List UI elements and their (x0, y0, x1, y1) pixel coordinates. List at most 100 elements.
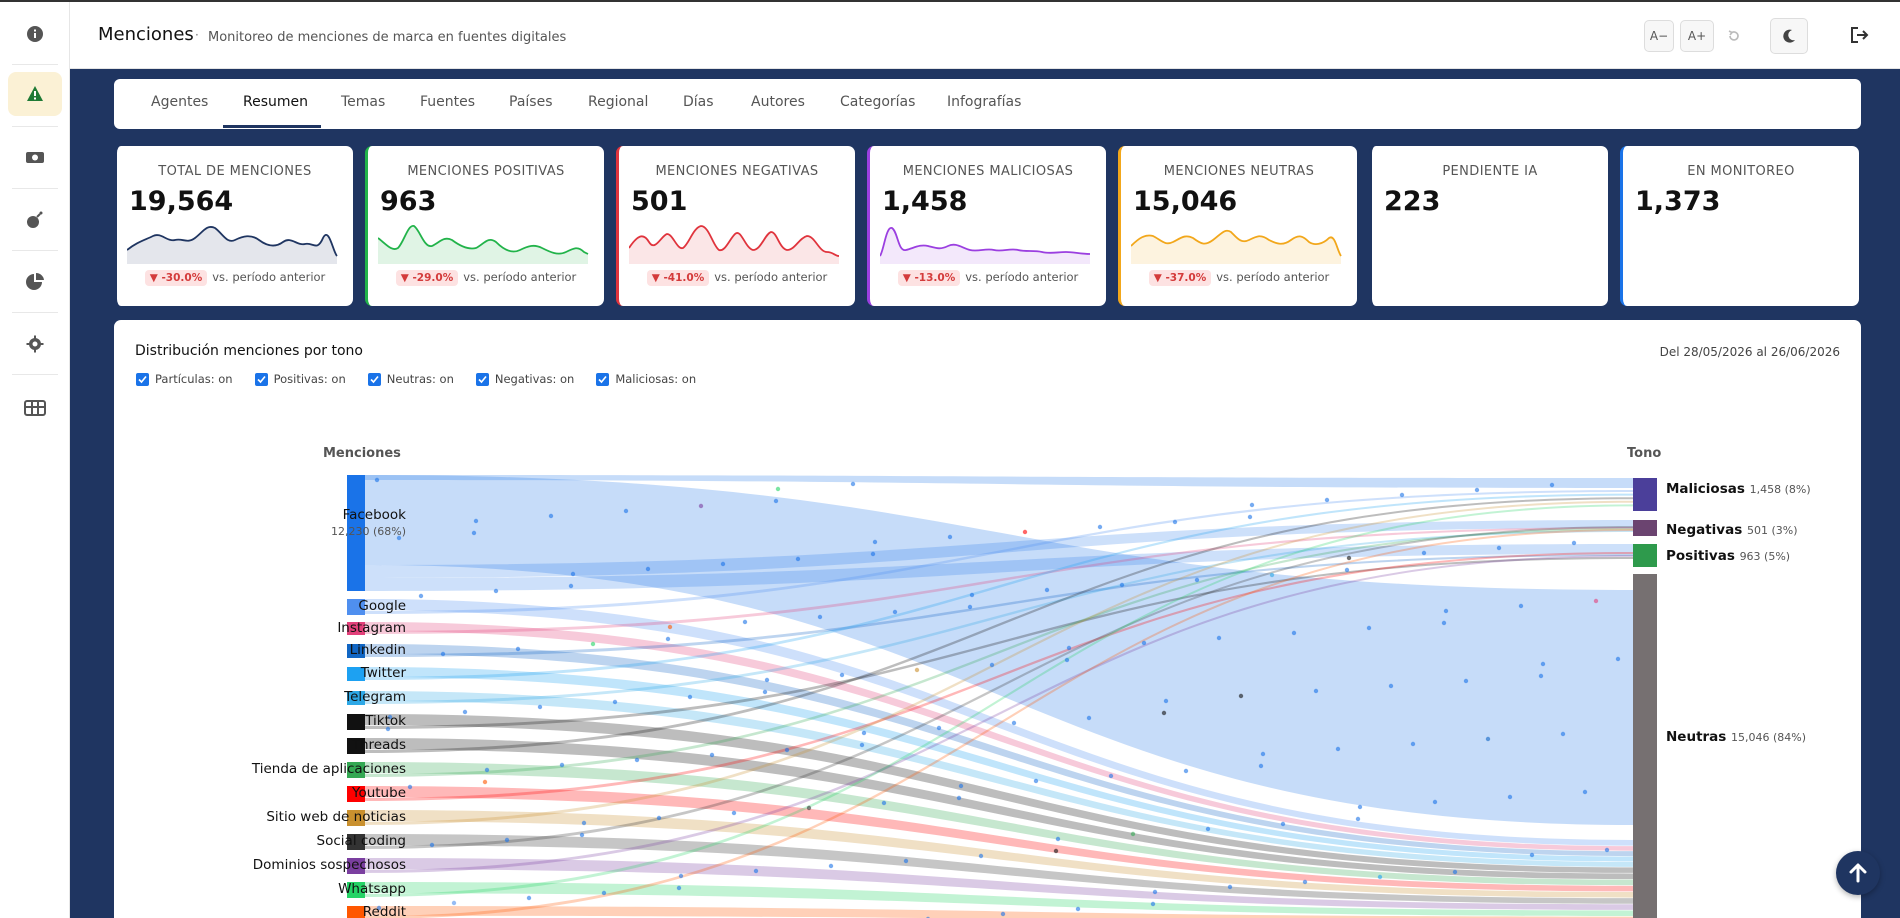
particle (1485, 736, 1491, 742)
particle (1075, 906, 1081, 912)
tone-count: 963 (5%) (1739, 550, 1791, 563)
particle (709, 752, 715, 758)
source-label: Threads (351, 737, 406, 753)
alert-triangle-icon (27, 86, 43, 101)
particle (665, 636, 671, 642)
particle (1410, 741, 1416, 747)
particle (859, 742, 865, 748)
tab-regional[interactable]: Regional (588, 94, 649, 110)
tab-fuentes[interactable]: Fuentes (420, 94, 476, 110)
particle (1194, 577, 1200, 583)
toggle-positive[interactable]: Positivas: on (254, 372, 346, 386)
delta-badge: ▼ -29.0% (395, 270, 459, 286)
source-node-tiktok (347, 714, 365, 730)
checkbox-checked-icon[interactable] (475, 372, 489, 386)
toggle-malicious[interactable]: Maliciosas: on (596, 372, 696, 386)
toggle-neutral[interactable]: Neutras: on (367, 372, 454, 386)
sidebar (0, 2, 70, 918)
flow-sitio-web-de-noticias-neutras (365, 810, 1633, 898)
font-increase-button[interactable]: A+ (1680, 20, 1714, 52)
sidebar-item-pie[interactable] (8, 260, 62, 304)
tab-agentes[interactable]: Agentes (151, 94, 209, 110)
particle (742, 619, 748, 625)
checkbox-checked-icon[interactable] (596, 372, 610, 386)
kpi-card-total[interactable]: TOTAL DE MENCIONES 19,564 ▼ -30.0% vs. pe… (114, 146, 353, 306)
particle (839, 672, 845, 678)
dark-mode-button[interactable] (1770, 18, 1808, 54)
particle (1335, 746, 1341, 752)
tab-categorias[interactable]: Categorías (840, 94, 916, 110)
particle (601, 890, 607, 896)
particle (764, 677, 770, 683)
flow-linkedin-neutras (365, 644, 1633, 857)
particle (1205, 826, 1211, 832)
source-label: Telegram (344, 689, 406, 705)
kpi-card-monitoring[interactable]: EN MONITOREO 1,373 (1620, 146, 1859, 306)
particle (1258, 763, 1264, 769)
toggle-label: Maliciosas: on (615, 372, 697, 386)
particle (967, 604, 973, 610)
particle (1163, 698, 1169, 704)
flow-twitter-neutras (365, 667, 1633, 862)
toggle-group: Partículas: on Positivas: on Neutras: on… (136, 372, 718, 386)
particle (1302, 879, 1308, 885)
kpi-card-negative[interactable]: MENCIONES NEGATIVAS 501 ▼ -41.0% vs. perí… (616, 146, 855, 306)
kpi-label: MENCIONES NEUTRAS (1163, 164, 1315, 179)
source-label: Whatsapp (338, 881, 406, 897)
sankey-chart (347, 475, 1657, 918)
source-label: Linkedin (349, 642, 406, 658)
flow-instagram-tone (365, 527, 1633, 634)
reset-font-button[interactable] (1720, 20, 1748, 52)
scroll-top-button[interactable] (1836, 851, 1880, 895)
checkbox-checked-icon[interactable] (367, 372, 381, 386)
flow-linkedin-tone (365, 554, 1633, 657)
checkbox-checked-icon[interactable] (254, 372, 268, 386)
kpi-card-neutral[interactable]: MENCIONES NEUTRAS 15,046 ▼ -37.0% vs. per… (1118, 146, 1357, 306)
particle (504, 837, 510, 843)
particle (429, 842, 435, 848)
sidebar-item-globe[interactable] (8, 386, 62, 430)
particle (473, 518, 479, 524)
kpi-card-positive[interactable]: MENCIONES POSITIVAS 963 ▼ -29.0% vs. perí… (365, 146, 604, 306)
tab-infografias[interactable]: Infografías (947, 94, 1022, 110)
kpi-value: 15,046 (1133, 186, 1238, 217)
kpi-card-malicious[interactable]: MENCIONES MALICIOSAS 1,458 ▼ -13.0% vs. p… (867, 146, 1106, 306)
delta-text: vs. período anterior (714, 270, 828, 284)
tab-resumen[interactable]: Resumen (243, 94, 309, 110)
tab-temas[interactable]: Temas (341, 94, 386, 110)
kpi-card-pending-ai[interactable]: PENDIENTE IA 223 (1369, 146, 1608, 306)
toggle-negative[interactable]: Negativas: on (475, 372, 574, 386)
tab-autores[interactable]: Autores (751, 94, 805, 110)
sidebar-item-settings[interactable] (8, 322, 62, 366)
source-node-social-coding (347, 834, 365, 850)
toggle-particles[interactable]: Partículas: on (136, 372, 233, 386)
particle (817, 614, 823, 620)
flow-instagram-neutras (365, 622, 1633, 851)
particle (1313, 688, 1319, 694)
delta-badge: ▼ -13.0% (897, 270, 961, 286)
checkbox-checked-icon[interactable] (136, 372, 149, 386)
kpi-sparkline (629, 225, 840, 264)
particle (396, 535, 402, 541)
source-label: Reddit (362, 904, 406, 918)
bomb-icon (27, 211, 43, 228)
particle (1507, 794, 1513, 800)
moon-icon (1783, 29, 1795, 43)
source-node-whatsapp (347, 882, 365, 898)
sidebar-item-alerts[interactable] (8, 72, 62, 116)
sidebar-item-bomb[interactable] (8, 198, 62, 242)
tab-paises[interactable]: Países (509, 94, 553, 110)
sidebar-divider (12, 312, 58, 313)
tone-label: Negativas 501 (3%) (1666, 522, 1798, 538)
sidebar-divider (12, 250, 58, 251)
source-label: Youtube (352, 785, 406, 801)
font-decrease-button[interactable]: A− (1644, 20, 1674, 52)
sidebar-item-money[interactable] (8, 135, 62, 179)
logout-button[interactable] (1850, 26, 1870, 48)
sidebar-item-info[interactable] (8, 12, 62, 56)
particle (548, 513, 554, 519)
kpi-value: 963 (380, 186, 437, 217)
tone-count: 15,046 (84%) (1731, 731, 1807, 744)
tab-dias[interactable]: Días (683, 94, 714, 110)
tone-name: Negativas (1666, 522, 1747, 538)
